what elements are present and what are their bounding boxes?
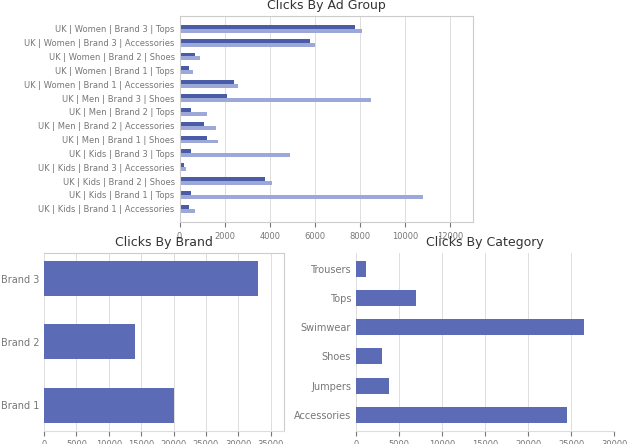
Bar [180,43,315,47]
Bar [180,181,272,185]
Bar [356,261,366,277]
Bar [180,126,215,130]
Bar [180,150,191,153]
Bar [180,84,238,88]
Bar [180,136,207,139]
Bar [356,290,416,306]
Bar [356,407,567,423]
Title: Clicks By Brand: Clicks By Brand [115,236,213,249]
Bar [180,25,355,29]
Bar [180,191,191,195]
Bar [180,209,195,213]
Bar [180,177,265,181]
Bar [180,112,207,116]
Bar [180,153,290,157]
Title: Clicks By Category: Clicks By Category [427,236,544,249]
Bar [44,388,173,423]
Bar [180,195,423,199]
Bar [180,67,188,70]
Bar [180,80,234,84]
Bar [180,52,195,56]
Bar [180,122,204,126]
Bar [356,349,382,365]
Bar [44,325,135,359]
Bar [356,319,584,335]
Bar [180,163,184,167]
Title: Clicks By Ad Group: Clicks By Ad Group [266,0,386,12]
Bar [44,261,258,296]
Bar [180,39,310,43]
Bar [180,56,200,60]
Bar [180,167,186,171]
Bar [180,108,191,112]
Bar [356,377,389,393]
Bar [180,70,193,74]
Bar [180,29,362,33]
Bar [180,139,218,143]
Bar [180,94,227,98]
Bar [180,205,188,209]
Bar [180,98,371,102]
